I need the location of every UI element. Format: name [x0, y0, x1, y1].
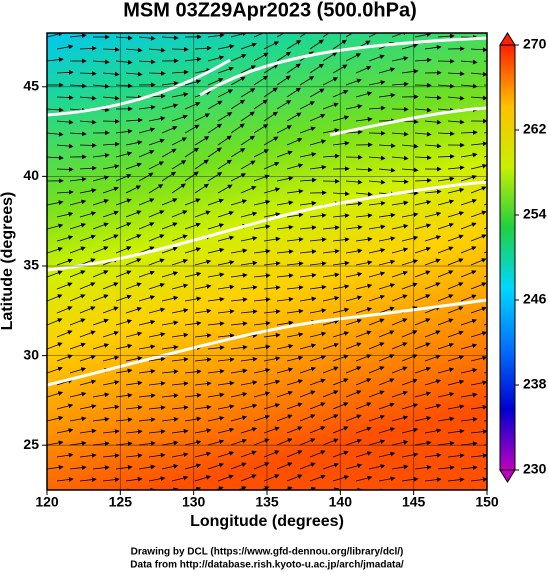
- x-tick-label: 120: [35, 494, 59, 510]
- flow-arrow: [172, 49, 188, 50]
- colorbar: [500, 45, 515, 470]
- flow-arrow: [310, 500, 325, 505]
- x-tick-label: 150: [475, 494, 499, 510]
- credit: Drawing by DCL (https://www.gfd-dennou.o…: [131, 547, 404, 558]
- flow-arrow: [57, 169, 73, 170]
- x-tick-label: 125: [109, 494, 133, 510]
- flow-arrow: [149, 501, 165, 505]
- x-tick-label: 140: [329, 494, 353, 510]
- flow-arrow: [461, 491, 477, 493]
- colorbar-tick-label: 270: [523, 36, 547, 52]
- flow-arrow: [241, 499, 256, 505]
- x-tick-label: 135: [255, 494, 279, 510]
- colorbar-extend: [500, 470, 515, 482]
- y-tick-label: 40: [23, 167, 39, 183]
- flow-arrow: [149, 73, 165, 74]
- y-axis-label: Latitude (degrees): [0, 192, 16, 331]
- colorbar-tick-label: 238: [523, 376, 547, 392]
- flow-arrow: [57, 503, 73, 505]
- y-tick-label: 35: [23, 257, 39, 273]
- flow-arrow: [126, 97, 142, 98]
- colorbar-tick-label: 246: [523, 291, 547, 307]
- x-axis-label: Longitude (degrees): [190, 513, 344, 530]
- flow-arrow: [80, 145, 96, 146]
- flow-arrow: [448, 503, 464, 505]
- x-tick-label: 145: [402, 494, 426, 510]
- y-tick-label: 45: [23, 77, 39, 93]
- flow-arrow: [103, 121, 119, 122]
- flow-arrow: [356, 502, 372, 505]
- colorbar-tick-label: 230: [523, 461, 547, 477]
- x-tick-label: 130: [182, 494, 206, 510]
- colorbar-extend: [500, 33, 515, 45]
- flow-arrow: [379, 503, 395, 505]
- colorbar-tick-label: 254: [523, 206, 547, 222]
- credit: Data from http://database.rish.kyoto-u.a…: [130, 560, 404, 571]
- chart-title: MSM 03Z29Apr2023 (500.0hPa): [123, 0, 416, 21]
- flow-arrow: [93, 491, 109, 493]
- flow-arrow: [70, 491, 86, 493]
- flow-arrow: [438, 491, 454, 493]
- flow-arrow: [392, 491, 408, 493]
- flow-arrow: [80, 503, 96, 505]
- flow-arrow: [218, 499, 233, 505]
- flow-arrow: [425, 503, 441, 505]
- y-tick-label: 30: [23, 346, 39, 362]
- colorbar-tick-label: 262: [523, 121, 547, 137]
- y-tick-label: 25: [23, 436, 39, 452]
- flow-arrow: [287, 500, 302, 505]
